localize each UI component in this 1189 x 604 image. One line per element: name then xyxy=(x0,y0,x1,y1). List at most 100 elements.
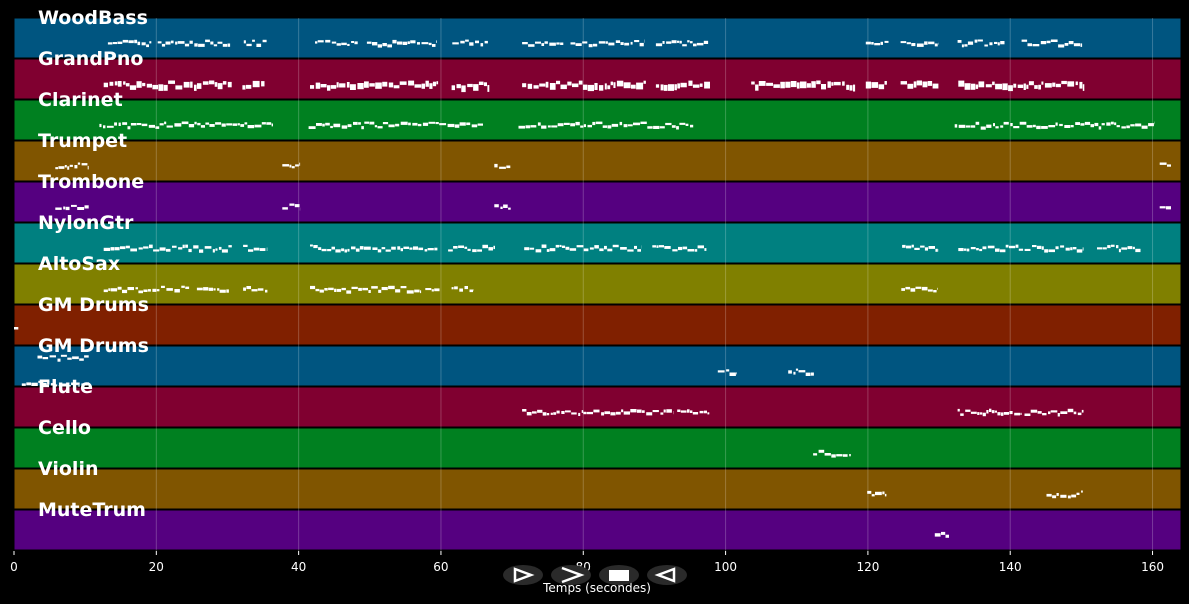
note xyxy=(334,288,337,292)
note xyxy=(655,43,663,47)
note xyxy=(125,83,130,87)
note xyxy=(143,246,149,249)
note xyxy=(480,43,484,47)
note xyxy=(653,125,660,129)
playback-controls xyxy=(503,565,687,585)
note xyxy=(811,81,816,88)
note xyxy=(218,246,222,250)
note xyxy=(1079,81,1083,89)
track-lane xyxy=(13,17,1182,59)
note xyxy=(1024,248,1031,251)
note xyxy=(143,289,148,292)
note xyxy=(60,354,67,357)
note xyxy=(359,246,364,250)
x-tick-label: 140 xyxy=(999,560,1022,574)
note xyxy=(427,248,434,251)
track-notes xyxy=(55,203,1171,211)
note xyxy=(1065,247,1070,251)
note xyxy=(677,83,680,89)
note xyxy=(796,82,800,89)
note xyxy=(158,84,164,91)
note xyxy=(662,41,665,44)
note xyxy=(575,43,582,46)
note xyxy=(658,245,664,248)
note xyxy=(995,126,999,129)
note xyxy=(1073,411,1077,415)
note xyxy=(322,123,325,127)
note xyxy=(120,246,126,250)
note xyxy=(1111,121,1114,125)
note xyxy=(54,384,58,387)
note xyxy=(259,248,266,251)
note xyxy=(320,84,327,88)
note xyxy=(81,383,88,386)
note xyxy=(374,125,378,128)
note xyxy=(127,287,134,291)
forward-button[interactable] xyxy=(551,565,591,585)
note xyxy=(1018,248,1024,251)
note xyxy=(182,244,185,249)
note xyxy=(985,84,992,88)
note xyxy=(127,126,131,130)
x-tick-label: 20 xyxy=(149,560,164,574)
stop-button[interactable] xyxy=(599,565,639,585)
note xyxy=(57,358,61,362)
note xyxy=(668,84,674,91)
note xyxy=(114,122,117,126)
note xyxy=(607,248,613,252)
note xyxy=(1048,411,1051,415)
note xyxy=(136,81,142,88)
note xyxy=(1159,162,1167,165)
note xyxy=(1058,44,1065,48)
note xyxy=(247,125,255,129)
note xyxy=(14,327,19,330)
note xyxy=(351,246,356,250)
note xyxy=(448,249,453,252)
note xyxy=(81,163,88,166)
note xyxy=(295,164,299,167)
note xyxy=(977,412,980,415)
note xyxy=(108,288,111,291)
note xyxy=(226,289,229,293)
note xyxy=(1013,126,1020,129)
note xyxy=(818,449,825,453)
note xyxy=(821,84,826,90)
note xyxy=(682,44,687,47)
note xyxy=(1135,248,1141,253)
note xyxy=(640,121,647,124)
note xyxy=(1098,126,1102,130)
note xyxy=(927,81,933,86)
note xyxy=(109,81,114,86)
play-button[interactable] xyxy=(503,565,543,585)
play-icon xyxy=(513,567,535,583)
note xyxy=(425,288,432,291)
note xyxy=(1127,246,1133,250)
note xyxy=(546,249,550,252)
note xyxy=(1032,44,1040,47)
note xyxy=(688,80,693,86)
note xyxy=(194,43,198,47)
note xyxy=(436,40,437,43)
note xyxy=(976,248,979,251)
note xyxy=(522,83,527,88)
note xyxy=(128,40,134,44)
note xyxy=(1076,249,1083,253)
track-lane xyxy=(13,99,1182,141)
note xyxy=(1026,125,1033,128)
note xyxy=(117,81,122,87)
note xyxy=(1003,121,1009,125)
note xyxy=(790,81,797,88)
track-lane xyxy=(13,386,1182,428)
rewind-button[interactable] xyxy=(647,565,687,585)
note xyxy=(978,81,985,88)
note xyxy=(1077,412,1082,416)
note xyxy=(928,246,935,249)
note xyxy=(663,409,666,413)
note xyxy=(795,368,799,371)
note xyxy=(586,411,593,415)
note xyxy=(146,44,149,48)
note xyxy=(922,81,928,88)
note xyxy=(351,286,358,289)
time-axis: 0 20 40 60 80 100 120 140 160 xyxy=(10,551,1164,574)
note xyxy=(565,246,570,250)
